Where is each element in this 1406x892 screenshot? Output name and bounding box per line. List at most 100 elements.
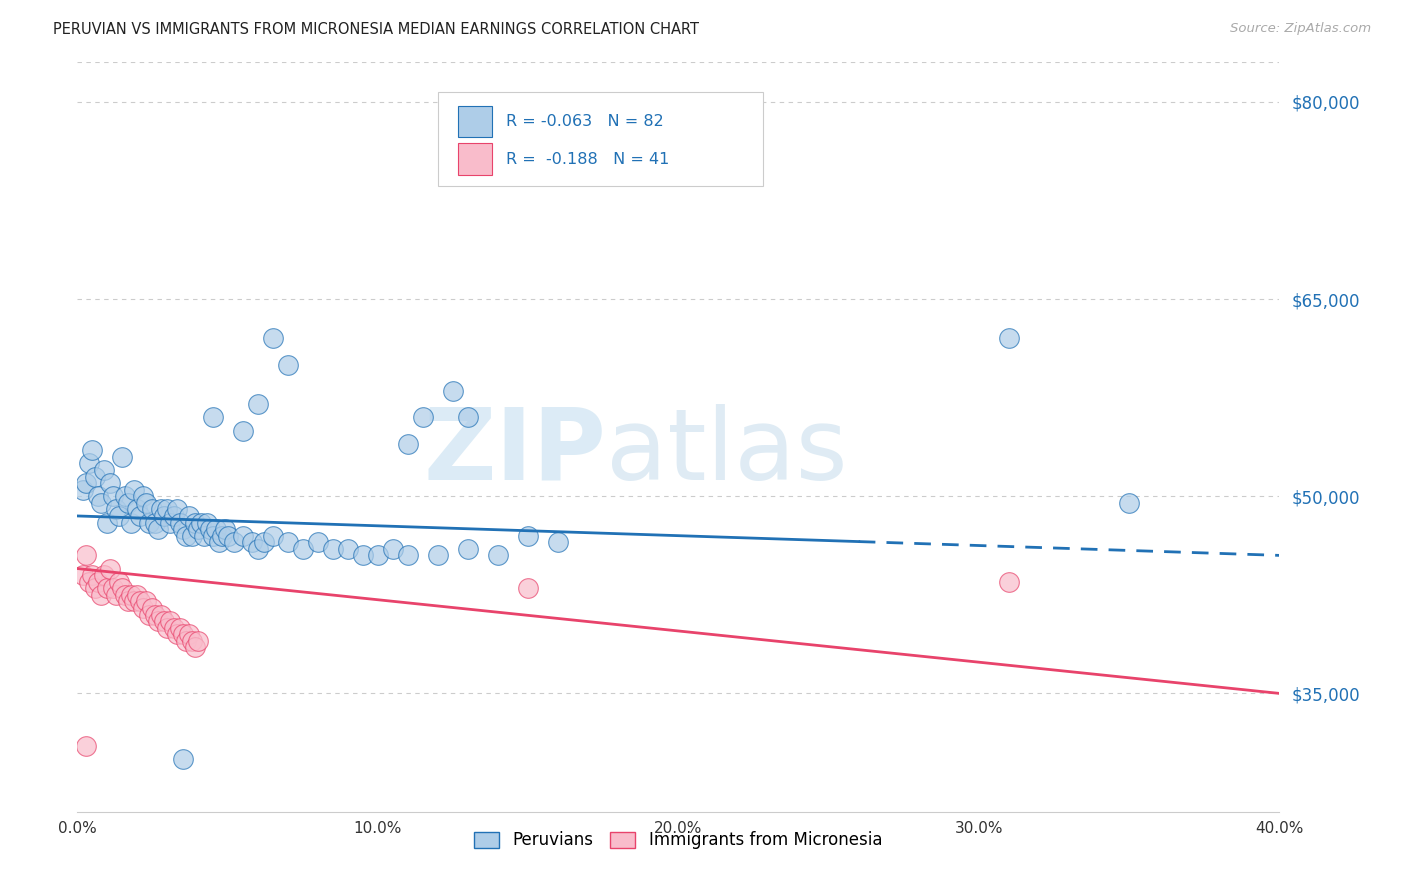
Point [162, 621, 184, 635]
Point [174, 529, 197, 543]
Point [96, 516, 118, 530]
Point [156, 502, 179, 516]
Point [172, 752, 194, 766]
Point [90, 496, 112, 510]
Point [217, 529, 239, 543]
Point [84, 581, 107, 595]
FancyBboxPatch shape [458, 106, 492, 137]
Point [207, 535, 229, 549]
Point [381, 541, 404, 556]
Point [145, 516, 167, 530]
Point [129, 594, 152, 608]
Point [127, 588, 149, 602]
FancyBboxPatch shape [439, 93, 762, 186]
Point [129, 508, 152, 523]
Point [998, 331, 1021, 345]
Point [172, 522, 194, 536]
Point [396, 436, 419, 450]
Point [79, 456, 101, 470]
Point [262, 529, 284, 543]
Point [150, 502, 173, 516]
Point [111, 450, 134, 464]
Point [222, 535, 245, 549]
Point [87, 574, 110, 589]
Point [277, 358, 299, 372]
Point [114, 489, 136, 503]
Point [103, 581, 125, 595]
Point [457, 541, 479, 556]
Point [96, 581, 118, 595]
Point [177, 627, 200, 641]
Point [79, 574, 101, 589]
Point [120, 516, 142, 530]
Point [127, 502, 149, 516]
Point [166, 502, 188, 516]
Point [180, 633, 202, 648]
Point [412, 410, 434, 425]
Point [108, 508, 131, 523]
Point [145, 607, 167, 622]
Point [322, 541, 344, 556]
Point [135, 496, 157, 510]
Point [427, 549, 450, 563]
Point [169, 516, 191, 530]
Point [204, 522, 226, 536]
Point [183, 516, 205, 530]
Point [148, 522, 170, 536]
Point [75, 739, 97, 753]
Point [90, 588, 112, 602]
Point [103, 489, 125, 503]
Point [998, 574, 1021, 589]
Point [75, 476, 97, 491]
Point [169, 621, 191, 635]
Point [201, 529, 224, 543]
Point [105, 588, 128, 602]
Point [159, 516, 181, 530]
Legend: Peruvians, Immigrants from Micronesia: Peruvians, Immigrants from Micronesia [468, 824, 889, 855]
Text: R =  -0.188   N = 41: R = -0.188 N = 41 [506, 152, 669, 167]
Point [517, 581, 540, 595]
Point [93, 463, 115, 477]
Text: R = -0.063   N = 82: R = -0.063 N = 82 [506, 114, 664, 129]
Point [72, 568, 94, 582]
Point [153, 614, 176, 628]
Point [132, 489, 155, 503]
Point [172, 627, 194, 641]
Point [87, 489, 110, 503]
Point [156, 621, 179, 635]
Point [517, 529, 540, 543]
Point [211, 529, 233, 543]
Point [396, 549, 419, 563]
Point [277, 535, 299, 549]
Point [307, 535, 329, 549]
Point [262, 331, 284, 345]
Point [486, 549, 509, 563]
Point [117, 496, 139, 510]
Point [150, 607, 173, 622]
Point [193, 529, 215, 543]
Point [153, 508, 176, 523]
Point [198, 522, 221, 536]
Point [141, 502, 163, 516]
Point [100, 476, 122, 491]
Text: Source: ZipAtlas.com: Source: ZipAtlas.com [1230, 22, 1371, 36]
Text: ZIP: ZIP [423, 403, 606, 500]
Point [120, 588, 142, 602]
Point [166, 627, 188, 641]
Point [138, 516, 160, 530]
Point [232, 529, 254, 543]
Point [214, 522, 236, 536]
Point [180, 529, 202, 543]
Point [100, 561, 122, 575]
Point [195, 516, 218, 530]
Text: PERUVIAN VS IMMIGRANTS FROM MICRONESIA MEDIAN EARNINGS CORRELATION CHART: PERUVIAN VS IMMIGRANTS FROM MICRONESIA M… [53, 22, 699, 37]
Point [72, 483, 94, 497]
Point [124, 483, 146, 497]
Point [253, 535, 276, 549]
Point [183, 640, 205, 655]
Point [190, 516, 212, 530]
FancyBboxPatch shape [458, 144, 492, 175]
Point [138, 607, 160, 622]
Point [232, 424, 254, 438]
Point [93, 568, 115, 582]
